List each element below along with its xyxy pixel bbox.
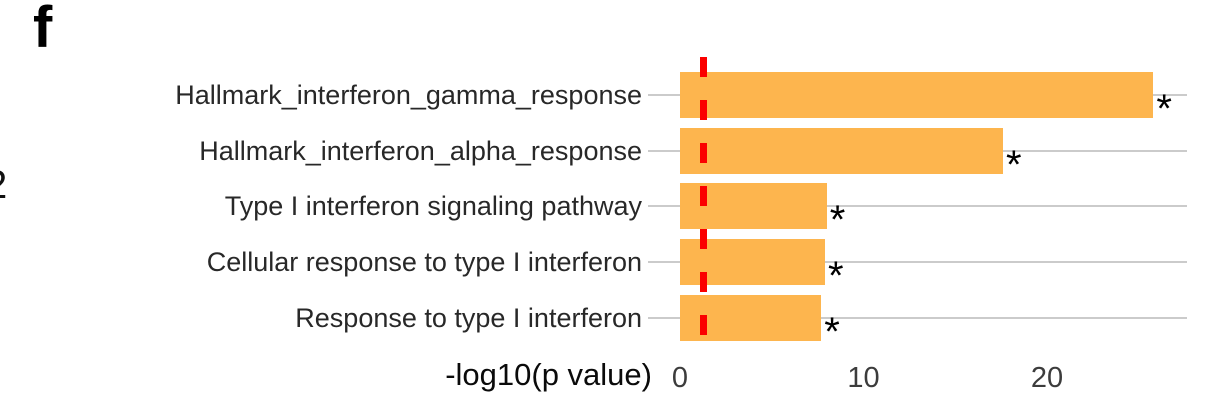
category-label: Type I interferon signaling pathway	[224, 191, 642, 222]
x-tick-label: 10	[847, 362, 880, 394]
category-label: Cellular response to type I interferon	[206, 247, 642, 278]
x-axis-title: -log10(p value)	[445, 357, 652, 392]
row-gridline	[648, 261, 1187, 264]
significance-asterisk: *	[827, 254, 844, 299]
x-tick-label: 0	[671, 362, 689, 394]
significance-asterisk: *	[829, 198, 846, 243]
category-label: Hallmark_interferon_alpha_response	[199, 135, 642, 166]
panel-letter: f	[33, 0, 53, 60]
significance-asterisk: *	[1005, 142, 1022, 187]
bar	[680, 127, 1003, 174]
significance-asterisk: *	[824, 309, 840, 354]
significance-asterisk: *	[1156, 87, 1172, 131]
category-label: Response to type I interferon	[295, 302, 642, 333]
category-label: Hallmark_interferon_gamma_response	[175, 80, 642, 110]
clipped-neighbor-text: 2	[0, 163, 7, 208]
row-gridline	[648, 205, 1187, 208]
bar	[680, 72, 1153, 118]
row-gridline	[648, 316, 1187, 319]
significance-threshold-line	[700, 57, 708, 355]
x-tick-label: 20	[1030, 362, 1064, 394]
